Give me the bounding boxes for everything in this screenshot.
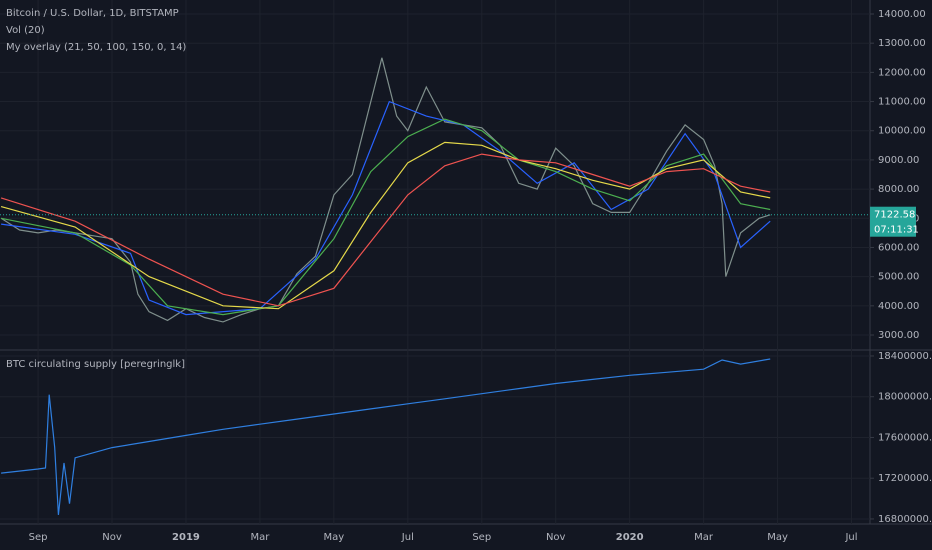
y-tick-label: 6000.00 [878, 242, 919, 253]
indicator-label: Vol (20) [6, 25, 45, 36]
y-tick-label: 12000.00 [878, 67, 926, 78]
y-tick-label: 5000.00 [878, 272, 919, 283]
y-tick-label: 16800000.00 [878, 514, 932, 525]
y-tick-label: 9000.00 [878, 155, 919, 166]
y-tick-label: 8000.00 [878, 184, 919, 195]
series-line [0, 153, 771, 307]
y-tick-label: 4000.00 [878, 301, 919, 312]
x-tick-label: Mar [694, 532, 714, 543]
y-tick-label: 13000.00 [878, 38, 926, 49]
x-tick-label: Sep [472, 532, 491, 543]
y-tick-label: 18000000.00 [878, 392, 932, 403]
y-tick-label: 10000.00 [878, 126, 926, 137]
y-tick-label: 11000.00 [878, 97, 926, 108]
x-tick-label: May [324, 532, 345, 543]
series-line [0, 141, 771, 310]
y-tick-label: 3000.00 [878, 330, 919, 341]
last-price-tag [870, 206, 916, 237]
pane-title: BTC circulating supply [peregringlk] [6, 359, 185, 370]
x-tick-label: May [767, 532, 788, 543]
indicator-label: My overlay (21, 50, 100, 150, 0, 14) [6, 42, 186, 53]
x-tick-label: Sep [29, 532, 48, 543]
x-tick-label: Mar [250, 532, 270, 543]
x-tick-label: Jul [844, 532, 857, 543]
series-line [0, 57, 771, 323]
series-line [0, 118, 771, 316]
x-tick-label: 2019 [172, 532, 200, 543]
last-price-label: 7122.58 [874, 210, 915, 221]
y-tick-label: 17600000.00 [878, 432, 932, 443]
x-tick-label: Nov [102, 532, 122, 543]
y-tick-label: 18400000.00 [878, 351, 932, 362]
chart-title: Bitcoin / U.S. Dollar, 1D, BITSTAMP [6, 8, 179, 19]
x-tick-label: Jul [401, 532, 414, 543]
series-line [1, 100, 771, 316]
countdown-label: 07:11:31 [874, 225, 919, 236]
x-tick-label: 2020 [616, 532, 644, 543]
series-line [1, 358, 771, 515]
y-tick-label: 17200000.00 [878, 473, 932, 484]
x-tick-label: Nov [546, 532, 566, 543]
y-tick-label: 14000.00 [878, 9, 926, 20]
